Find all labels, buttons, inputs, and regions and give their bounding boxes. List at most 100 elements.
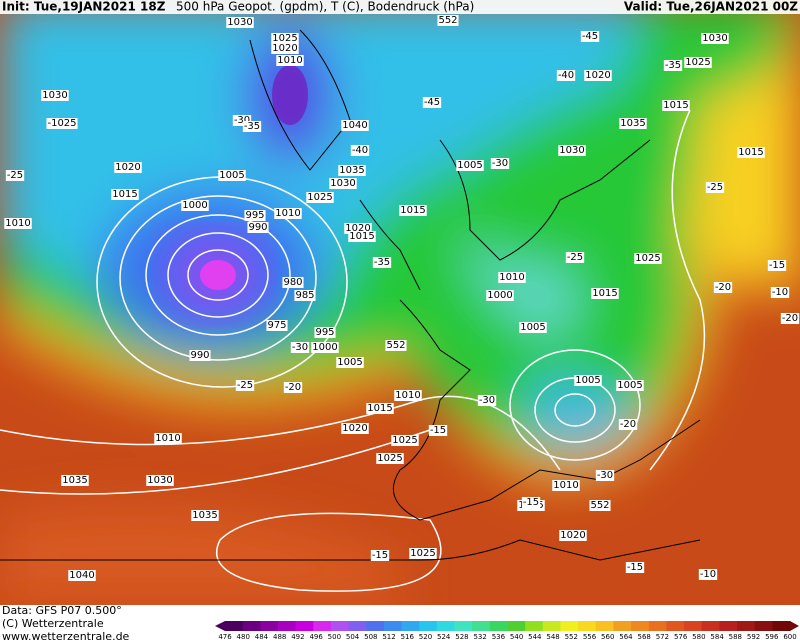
label-bg bbox=[490, 158, 510, 169]
colorbar-label: 536 bbox=[492, 633, 506, 641]
isoline-label: 1015 bbox=[400, 205, 425, 216]
isoline-label: 995 bbox=[245, 210, 264, 221]
label-bg bbox=[350, 145, 370, 156]
isoline-label: 990 bbox=[190, 350, 209, 361]
colorbar-swatch bbox=[401, 621, 420, 631]
colorbar-swatch bbox=[631, 621, 650, 631]
label-bg bbox=[591, 288, 619, 299]
isoline-label: 1035 bbox=[339, 165, 364, 176]
isoline-label: -20 bbox=[782, 313, 798, 324]
label-bg bbox=[46, 118, 78, 129]
label-bg bbox=[376, 453, 404, 464]
label-bg bbox=[625, 562, 645, 573]
label-bg bbox=[294, 290, 316, 301]
isoline-label: -30 bbox=[234, 115, 250, 126]
colorbar-swatch bbox=[719, 621, 738, 631]
label-bg bbox=[618, 419, 638, 430]
label-bg bbox=[698, 569, 718, 580]
label-bg bbox=[218, 170, 246, 181]
colorbar-label: 508 bbox=[364, 633, 377, 641]
colorbar-swatch bbox=[489, 621, 508, 631]
label-bg bbox=[114, 162, 142, 173]
label-bg bbox=[565, 252, 585, 263]
label-bg bbox=[111, 189, 139, 200]
colorbar-label: 544 bbox=[528, 633, 542, 641]
colorbar-swatch bbox=[754, 621, 773, 631]
label-bg bbox=[68, 570, 96, 581]
colorbar-label: 500 bbox=[328, 633, 341, 641]
label-bg bbox=[456, 160, 484, 171]
isoline-label: 1000 bbox=[312, 342, 337, 353]
isoline-label: 1030 bbox=[559, 145, 584, 156]
isoline-label: 1015 bbox=[112, 189, 137, 200]
colorbar-swatch bbox=[242, 621, 261, 631]
label-bg bbox=[336, 357, 364, 368]
isoline-label: 1015 bbox=[663, 100, 688, 111]
copyright: (C) Wetterzentrale bbox=[2, 617, 104, 630]
label-bg bbox=[306, 192, 334, 203]
isoline-label: 1025 bbox=[392, 435, 417, 446]
isoline-label: -40 bbox=[558, 70, 574, 81]
label-bg bbox=[705, 182, 725, 193]
isoline-label: 985 bbox=[295, 290, 314, 301]
label-bg bbox=[428, 425, 448, 436]
label-bg bbox=[341, 120, 369, 131]
colorbar-swatch bbox=[666, 621, 685, 631]
isoline-label: 1005 bbox=[337, 357, 362, 368]
isoline-label: 995 bbox=[315, 327, 334, 338]
colorbar-label: 524 bbox=[437, 633, 451, 641]
isoline-label: -20 bbox=[620, 419, 636, 430]
label-bg bbox=[282, 277, 304, 288]
isoline-label: -15 bbox=[523, 497, 539, 508]
isoline-label: 1015 bbox=[592, 288, 617, 299]
data-source: Data: GFS P07 0.500° bbox=[2, 604, 122, 617]
isoline-label: -35 bbox=[374, 257, 390, 268]
label-bg bbox=[235, 380, 255, 391]
label-bg bbox=[498, 272, 526, 283]
colorbar-swatch bbox=[366, 621, 385, 631]
isoline-label: -15 bbox=[627, 562, 643, 573]
colorbar-swatch bbox=[419, 621, 438, 631]
colorbar-swatch bbox=[648, 621, 667, 631]
isoline-label: 1040 bbox=[342, 120, 367, 131]
colorbar-swatch bbox=[701, 621, 720, 631]
isoline-label: -25 bbox=[237, 380, 253, 391]
isoline-label: -45 bbox=[424, 97, 440, 108]
label-bg bbox=[274, 208, 302, 219]
label-bg bbox=[556, 70, 576, 81]
colorbar-swatch bbox=[613, 621, 632, 631]
isoline-label: 552 bbox=[386, 340, 405, 351]
label-bg bbox=[314, 327, 336, 338]
label-bg bbox=[486, 290, 514, 301]
isoline-label: 1025 bbox=[377, 453, 402, 464]
isoline-label: 1030 bbox=[42, 90, 67, 101]
colorbar-label: 492 bbox=[291, 633, 304, 641]
isoline-label: 990 bbox=[248, 222, 267, 233]
label-bg bbox=[370, 550, 390, 561]
label-bg bbox=[5, 170, 25, 181]
colorbar-label: 580 bbox=[692, 633, 705, 641]
isoline-label: 1010 bbox=[5, 218, 30, 229]
isoline-label: -30 bbox=[597, 470, 613, 481]
isoline-label: -35 bbox=[244, 121, 260, 132]
colorbar-label: 476 bbox=[218, 633, 232, 641]
colorbar-swatch bbox=[472, 621, 491, 631]
isoline-label: -45 bbox=[582, 31, 598, 42]
map-title: 500 hPa Geopot. (gpdm), T (C), Bodendruc… bbox=[176, 0, 474, 14]
isoline-label: 1025 bbox=[685, 57, 710, 68]
url: www.wetterzentrale.de bbox=[2, 630, 130, 642]
label-bg bbox=[276, 55, 304, 66]
label-bg bbox=[372, 257, 392, 268]
isoline-label: 1010 bbox=[553, 480, 578, 491]
label-bg bbox=[271, 43, 299, 54]
colorbar-swatch bbox=[507, 621, 526, 631]
label-bg bbox=[341, 423, 369, 434]
isoline-label: 1025 bbox=[410, 548, 435, 559]
coastline bbox=[0, 29, 701, 561]
label-bg bbox=[558, 145, 586, 156]
colorbar-swatch bbox=[260, 621, 279, 631]
isoline-label: -25 bbox=[707, 182, 723, 193]
colorbar-label: 568 bbox=[638, 633, 651, 641]
colorbar-swatch bbox=[737, 621, 756, 631]
label-bg bbox=[366, 403, 394, 414]
